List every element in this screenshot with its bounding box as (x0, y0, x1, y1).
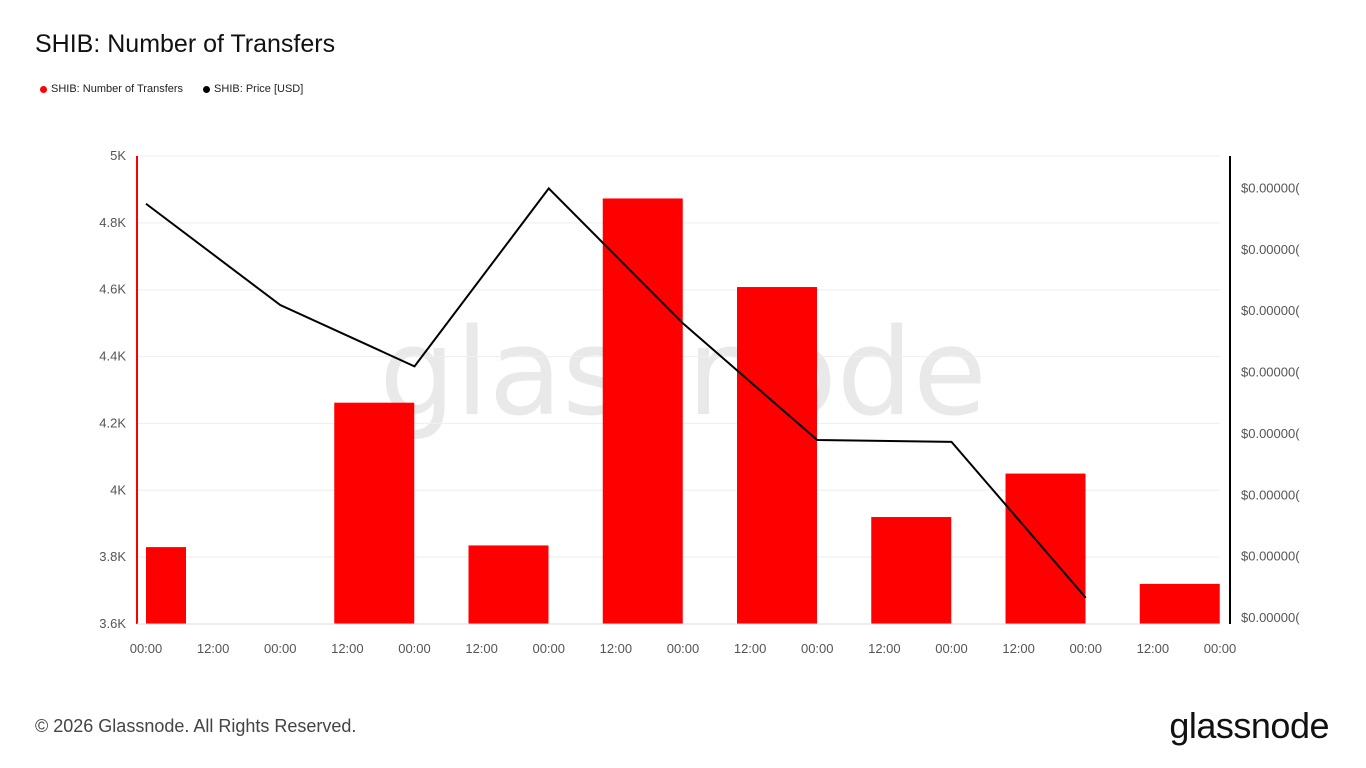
y-left-tick-label: 4K (110, 482, 126, 497)
bar (737, 287, 817, 624)
x-tick-label: 00:00 (264, 641, 297, 656)
price-line-series (145, 186, 1087, 599)
x-tick-label: 00:00 (130, 641, 163, 656)
bar (1139, 583, 1220, 624)
x-tick-label: 00:00 (532, 641, 565, 656)
x-tick-label: 12:00 (465, 641, 498, 656)
bar (334, 402, 415, 624)
y-right-tick-label: $0.00000( (1241, 549, 1300, 564)
watermark: glassnode (379, 304, 987, 443)
y-left-tick-label: 4.6K (99, 282, 126, 297)
x-tick-label: 12:00 (600, 641, 633, 656)
glassnode-logo[interactable]: glassnode (1169, 705, 1329, 746)
bar-series (146, 198, 1220, 624)
x-tick-label: 00:00 (935, 641, 968, 656)
y-right-tick-label: $0.00000( (1241, 610, 1300, 625)
y-left-axis-ticks: 3.6K 3.8K 4K 4.2K 4.4K 4.6K 4.8K 5K (99, 148, 126, 631)
x-tick-label: 00:00 (801, 641, 834, 656)
y-left-tick-label: 3.8K (99, 549, 126, 564)
y-right-tick-label: $0.00000( (1241, 365, 1300, 380)
legend-item-price[interactable]: SHIB: Price [USD] (203, 83, 303, 95)
legend-dot-icon (40, 85, 47, 93)
legend-label: SHIB: Number of Transfers (51, 83, 184, 95)
y-right-axis-ticks: $0.00000( $0.00000( $0.00000( $0.00000( $0.0… (1241, 180, 1300, 625)
bar (1005, 473, 1086, 624)
bar (146, 547, 186, 624)
x-tick-label: 00:00 (667, 641, 700, 656)
x-tick-label: 00:00 (398, 641, 431, 656)
legend: SHIB: Number of Transfers SHIB: Price [U… (40, 83, 303, 95)
x-tick-label: 00:00 (1204, 641, 1237, 656)
legend-item-transfers[interactable]: SHIB: Number of Transfers (40, 83, 183, 95)
y-right-tick-label: $0.00000( (1241, 426, 1300, 441)
x-tick-label: 12:00 (331, 641, 364, 656)
legend-label: SHIB: Price [USD] (214, 83, 304, 95)
chart-area: glassnode 00:00 12:00 00:00 12:00 00:00 12:00… (99, 148, 1300, 656)
copyright-text: © 2026 Glassnode. All Rights Reserved. (35, 716, 357, 736)
y-left-tick-label: 3.6K (99, 616, 126, 631)
legend-dot-icon (203, 85, 211, 93)
x-axis-ticks: 00:00 12:00 00:00 12:00 00:00 12:00 00:00 12:00… (130, 641, 1237, 656)
y-right-tick-label: $0.00000( (1241, 180, 1300, 195)
bar (602, 198, 683, 624)
y-left-tick-label: 4.2K (99, 415, 126, 430)
bar (468, 545, 549, 624)
y-left-tick-label: 5K (110, 148, 126, 163)
x-tick-label: 12:00 (734, 641, 767, 656)
y-right-tick-label: $0.00000( (1241, 487, 1300, 502)
axes (136, 156, 1231, 625)
x-tick-label: 12:00 (1137, 641, 1170, 656)
bar (871, 517, 952, 624)
x-tick-label: 12:00 (1002, 641, 1035, 656)
x-tick-label: 12:00 (868, 641, 901, 656)
chart-title: SHIB: Number of Transfers (35, 30, 336, 58)
x-tick-label: 12:00 (197, 641, 230, 656)
y-left-tick-label: 4.4K (99, 349, 126, 364)
y-right-tick-label: $0.00000( (1241, 303, 1300, 318)
y-right-tick-label: $0.00000( (1241, 242, 1300, 257)
price-line (145, 186, 1087, 599)
x-tick-label: 00:00 (1069, 641, 1102, 656)
y-left-tick-label: 4.8K (99, 215, 126, 230)
